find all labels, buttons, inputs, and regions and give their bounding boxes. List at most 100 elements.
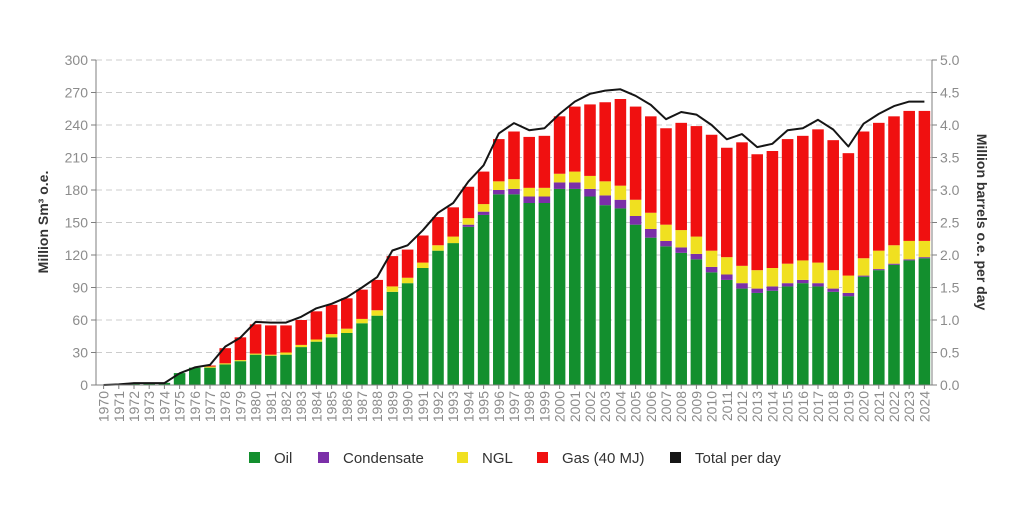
x-tick-label-2019: 2019 [840,391,856,422]
bar-condensate-2012 [736,283,748,289]
x-tick-label-1999: 1999 [536,391,552,422]
bar-gas-1982 [280,325,292,353]
bar-oil-1994 [462,226,475,385]
bar-oil-2019 [842,296,855,385]
bar-oil-2001 [569,188,581,385]
bar-ngl-1978 [219,363,231,365]
x-tick-label-1997: 1997 [506,391,522,422]
x-tick-label-2003: 2003 [597,391,613,422]
bar-oil-2017 [812,286,824,385]
x-tick-label-2004: 2004 [612,391,628,422]
x-tick-label-2015: 2015 [780,391,796,422]
bar-gas-1978 [219,348,231,364]
bar-oil-1993 [447,243,459,385]
x-tick-label-1986: 1986 [339,391,355,422]
bar-oil-1979 [234,361,247,385]
bar-ngl-2013 [751,270,763,289]
bar-oil-2013 [751,292,763,385]
bar-condensate-2000 [553,182,566,189]
bar-gas-1981 [265,325,277,355]
bar-condensate-2014 [766,286,779,291]
bar-condensate-2003 [599,195,611,206]
bar-condensate-2018 [827,288,839,292]
bar-condensate-2009 [690,253,703,260]
bar-gas-1986 [341,298,353,329]
bar-ngl-2008 [675,230,687,248]
x-tick-label-2012: 2012 [734,391,750,422]
bar-oil-1980 [249,354,262,385]
bar-ngl-1977 [204,366,216,368]
bar-condensate-2021 [873,269,885,271]
bar-oil-1997 [508,194,520,385]
x-tick-label-1998: 1998 [521,391,537,422]
bar-oil-2011 [721,279,733,385]
bar-oil-1983 [295,347,307,385]
x-tick-label-1974: 1974 [156,391,172,422]
bar-oil-2016 [797,283,809,385]
right-axis-title: Million barrels o.e. per day [974,134,990,311]
bar-oil-1998 [523,203,535,385]
bar-ngl-1999 [538,187,551,197]
bar-oil-2000 [553,188,566,385]
x-tick-label-2018: 2018 [825,391,841,422]
bar-ngl-1993 [447,236,459,244]
bar-ngl-2012 [736,265,748,284]
total-line-layer [103,88,925,386]
bar-ngl-2017 [812,262,824,284]
left-tick-label: 270 [65,85,89,101]
left-tick-label: 0 [80,377,88,393]
right-tick-label: 1.5 [940,280,960,296]
bar-ngl-1991 [417,262,429,268]
right-tick-label: 4.5 [940,85,960,101]
right-tick-label: 5.0 [940,52,960,68]
x-tick-label-2013: 2013 [749,391,765,422]
bar-ngl-2003 [599,181,611,196]
bar-oil-1978 [219,364,231,385]
x-tick-label-2000: 2000 [552,391,568,422]
bar-oil-2008 [675,252,687,385]
bar-condensate-2007 [660,240,672,247]
bar-oil-1996 [493,194,505,385]
bar-oil-2005 [629,224,642,385]
bar-gas-1991 [417,235,429,263]
bar-ngl-1980 [249,353,262,355]
bar-condensate-2001 [569,182,581,189]
bar-condensate-2017 [812,283,824,287]
left-tick-label: 300 [65,52,89,68]
x-tick-label-1982: 1982 [278,391,294,422]
x-tick-label-2006: 2006 [643,391,659,422]
bar-condensate-2004 [614,199,627,209]
bar-condensate-1998 [523,196,535,203]
bar-ngl-1995 [477,204,490,212]
bar-condensate-1997 [508,188,520,195]
bar-oil-2020 [857,276,870,385]
x-tick-label-2008: 2008 [673,391,689,422]
bar-ngl-2022 [888,245,900,264]
bar-gas-1989 [386,256,399,287]
left-tick-label: 90 [72,280,88,296]
bar-ngl-1987 [356,318,368,324]
bar-ngl-1979 [234,360,247,362]
legend-label-condensate: Condensate [343,450,424,467]
bar-ngl-1985 [325,334,338,338]
bar-ngl-2000 [553,173,566,183]
bar-condensate-2015 [781,283,794,287]
bar-gas-1988 [371,279,383,311]
legend: Oil Condensate NGL Gas (40 MJ) Total per day [249,450,781,467]
legend-swatch-ngl [457,452,468,463]
bar-ngl-2005 [629,199,642,216]
bar-oil-2003 [599,205,611,385]
bar-gas-2006 [645,116,657,213]
x-tick-label-2005: 2005 [628,391,644,422]
bar-ngl-1981 [265,354,277,356]
bar-ngl-1986 [341,328,353,333]
x-tick-label-1970: 1970 [96,391,112,422]
bar-condensate-2016 [797,279,809,284]
x-tick-label-1985: 1985 [324,391,340,422]
bar-oil-1989 [386,291,399,385]
x-tick-labels: 1970 1971 1972 1973 1974 1975 1976 1977 1978 1979… [96,385,932,422]
right-tick-label: 2.0 [940,247,960,263]
bar-ngl-2018 [827,270,839,289]
left-tick-label: 30 [72,345,88,361]
bar-oil-1984 [310,341,323,385]
